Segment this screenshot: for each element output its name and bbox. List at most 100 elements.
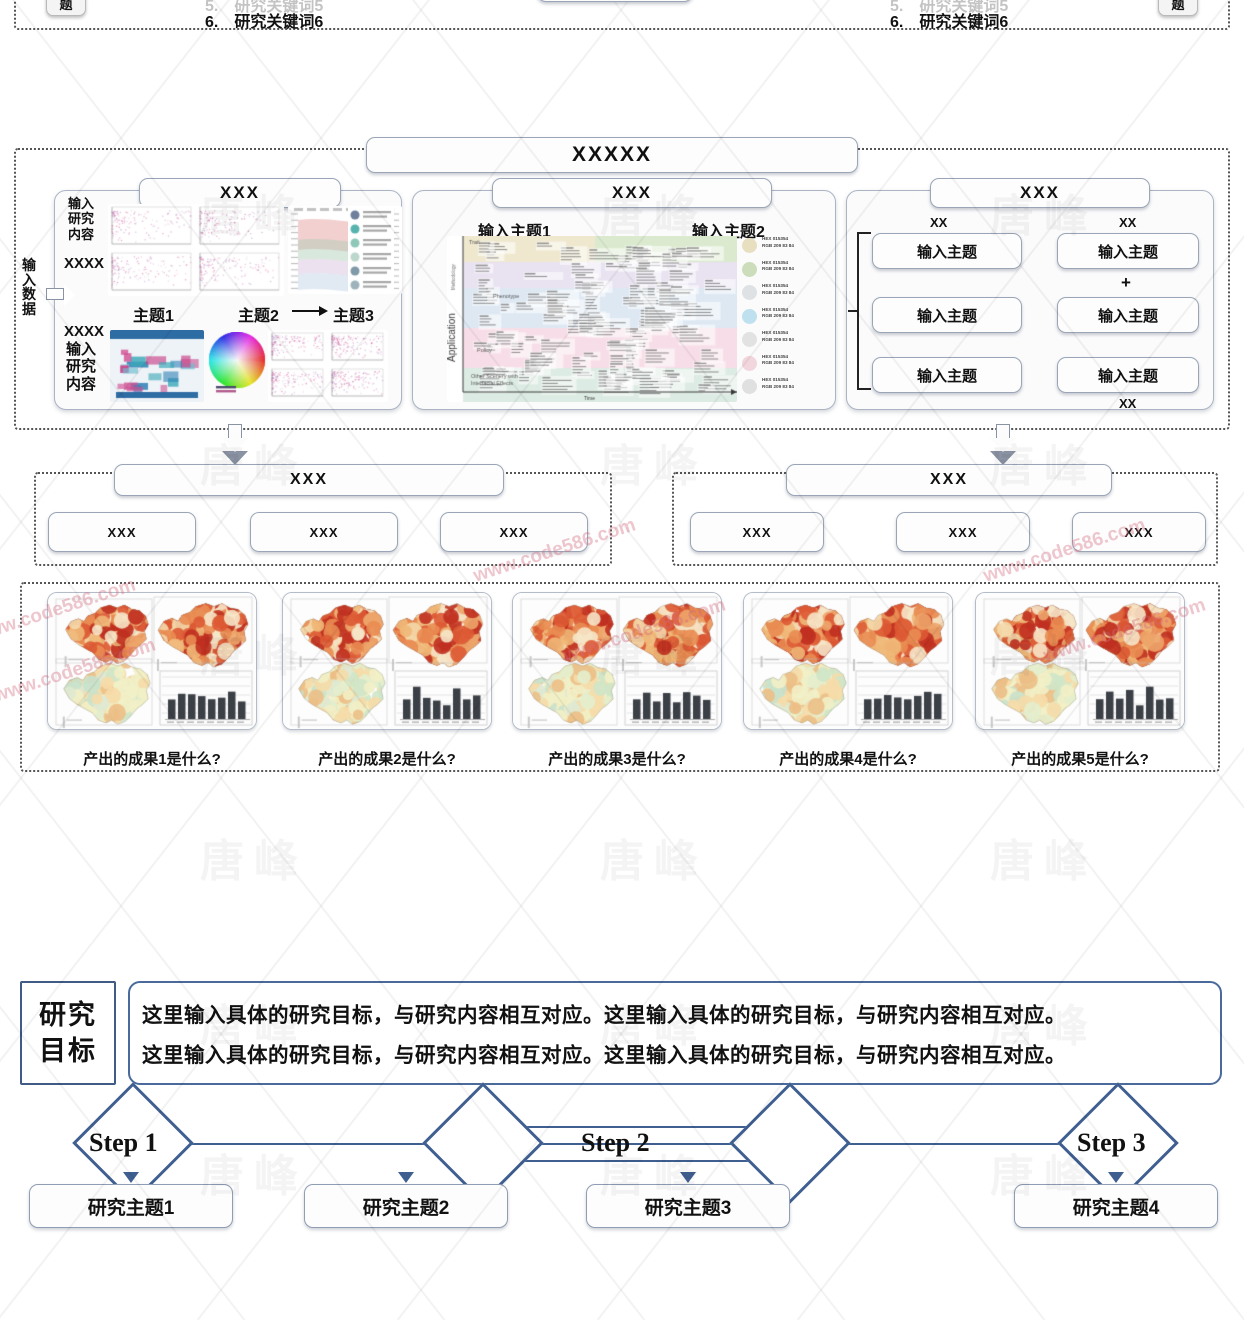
result-card-2[interactable] <box>282 592 492 730</box>
tier2-left-box-2[interactable]: XXX <box>250 512 398 552</box>
research-topic-box-3[interactable]: 研究主题3 <box>586 1184 790 1228</box>
result-caption-3: 产出的成果3是什么? <box>548 751 686 768</box>
watermark-text: 唐峰 <box>600 825 708 889</box>
left-col-text-top: 输入研究内容 <box>67 196 94 242</box>
right-input-topic-l3[interactable]: 输入主题 <box>872 357 1022 393</box>
main-title-box: XXXXX <box>366 137 858 173</box>
step-label-1: Step 1 <box>89 1128 158 1157</box>
left-topic-1: 主题1 <box>133 308 174 325</box>
arrow-down-icon-left <box>222 424 248 465</box>
left-col-text-mid: XXXX <box>64 255 105 272</box>
legend-color-swatch <box>742 355 757 371</box>
step-rail-1 <box>175 1143 505 1145</box>
scatter-thumbnail-group <box>108 204 284 296</box>
step-rail-3 <box>815 1143 1115 1145</box>
top-cut-strip: 题 题 5. 研究关键词5 6. 研究关键词6 5. 研究关键词5 6. 研究关… <box>0 0 1244 38</box>
result-card-1[interactable] <box>47 592 257 730</box>
scatter-thumbnail-group-2 <box>268 330 388 402</box>
watermark-text: 唐峰 <box>200 825 308 889</box>
research-topic-box-2[interactable]: 研究主题2 <box>304 1184 508 1228</box>
results-region <box>20 582 1220 772</box>
arrow-down-icon-topic-4 <box>1108 1172 1124 1183</box>
legend-row: HEX 015354 RGB 209 83 84 <box>742 377 834 400</box>
legend-thumbnail <box>348 206 394 294</box>
legend-row: HEX 015354 RGB 209 83 84 <box>742 260 834 283</box>
side-tab-left[interactable]: 题 <box>46 0 86 16</box>
top-dotted-border <box>14 0 1230 30</box>
keyword-item-left: 6. 研究关键词6 <box>205 14 324 31</box>
middle-panel-header: XXX <box>492 178 772 208</box>
tier2-right-box-3[interactable]: XXX <box>1072 512 1206 552</box>
tier2-left-box-1[interactable]: XXX <box>48 512 196 552</box>
right-input-topic-l1[interactable]: 输入主题 <box>872 233 1022 269</box>
research-goal-body: 这里输入具体的研究目标，与研究内容相互对应。这里输入具体的研究目标，与研究内容相… <box>128 981 1222 1085</box>
goal-line-2: 这里输入具体的研究目标，与研究内容相互对应。这里输入具体的研究目标，与研究内容相… <box>142 1044 1066 1067</box>
legend-color-code: HEX 015354 RGB 209 83 84 <box>762 283 794 295</box>
legend-color-code: HEX 015354 RGB 209 83 84 <box>762 306 794 319</box>
left-topic-3: 主题3 <box>333 308 374 325</box>
step-rail-2c <box>510 1160 810 1162</box>
result-card-5[interactable] <box>975 592 1185 730</box>
legend-row: HEX 015354 RGB 209 83 84 <box>742 236 834 259</box>
timeline-chart <box>447 236 737 402</box>
legend-color-swatch <box>742 285 757 300</box>
result-card-3[interactable] <box>512 592 722 730</box>
grouping-bracket-icon <box>857 232 871 390</box>
right-input-topic-l2[interactable]: 输入主题 <box>872 297 1022 333</box>
input-arrow-icon <box>46 284 75 306</box>
legend-color-swatch <box>742 308 757 324</box>
result-card-4[interactable] <box>743 592 953 730</box>
legend-row: HEX 015354 RGB 209 83 84 <box>742 283 834 306</box>
left-col-text-bottom: XXXX输入研究内容 <box>64 323 105 394</box>
plus-icon: + <box>1121 273 1131 292</box>
legend-row: HEX 015354 RGB 209 83 84 <box>742 330 834 353</box>
legend-color-code: HEX 015354 RGB 209 83 84 <box>762 377 794 389</box>
right-panel-header: XXX <box>930 178 1150 208</box>
left-topic-2: 主题2 <box>238 308 279 325</box>
legend-row: HEX 015354 RGB 209 83 84 <box>742 307 834 330</box>
right-input-topic-r1[interactable]: 输入主题 <box>1057 233 1199 269</box>
legend-color-code: HEX 015354 RGB 209 83 84 <box>762 353 794 366</box>
step-label-2: Step 2 <box>581 1128 650 1157</box>
result-caption-2: 产出的成果2是什么? <box>318 751 456 768</box>
research-topic-box-4[interactable]: 研究主题4 <box>1014 1184 1218 1228</box>
right-input-topic-r3[interactable]: 输入主题 <box>1057 357 1199 393</box>
side-tab-right[interactable]: 题 <box>1158 0 1198 16</box>
right-xx-bottom: XX <box>1119 396 1137 411</box>
goal-line-1: 这里输入具体的研究目标，与研究内容相互对应。这里输入具体的研究目标，与研究内容相… <box>142 1004 1066 1027</box>
legend-row: HEX 015354 RGB 209 83 84 <box>742 354 834 377</box>
tier2-left-header: XXX <box>114 464 504 496</box>
left-panel-header: XXX <box>139 178 341 208</box>
step-rail-2a <box>510 1126 810 1128</box>
tier2-right-box-1[interactable]: XXX <box>690 512 824 552</box>
tier2-left-box-3[interactable]: XXX <box>440 512 588 552</box>
research-topic-box-1[interactable]: 研究主题1 <box>29 1184 233 1228</box>
step-rail-2b <box>510 1143 810 1145</box>
arrow-down-icon-topic-3 <box>680 1172 696 1183</box>
legend-color-code: HEX 015354 RGB 209 83 84 <box>762 259 794 272</box>
ellipsis-box: ····· <box>537 0 693 2</box>
right-xx-right: XX <box>1119 215 1137 230</box>
arrow-down-icon-right <box>990 424 1016 465</box>
watermark-text: 唐峰 <box>990 825 1098 889</box>
keyword-item-right: 6. 研究关键词6 <box>890 14 1009 31</box>
right-input-topic-r2[interactable]: 输入主题 <box>1057 297 1199 333</box>
goal-label-line-2: 目标 <box>39 1036 97 1066</box>
arrow-down-icon-topic-2 <box>398 1172 414 1183</box>
legend-color-swatch <box>742 379 757 394</box>
legend-color-code: HEX 015354 RGB 209 83 84 <box>762 236 794 248</box>
step-label-3: Step 3 <box>1077 1128 1146 1157</box>
color-wheel-thumbnail <box>206 332 268 394</box>
right-xx-left: XX <box>930 215 948 230</box>
keyword-item-faded-right: 5. 研究关键词5 <box>890 0 1009 15</box>
timeline-legend: HEX 015354 RGB 209 83 84 HEX 015354 RGB 209… <box>742 236 834 402</box>
tier2-right-box-2[interactable]: XXX <box>896 512 1030 552</box>
legend-color-swatch <box>742 261 757 277</box>
arrow-right-icon <box>292 306 328 316</box>
goal-label-line-1: 研究 <box>39 999 97 1030</box>
legend-color-swatch <box>742 332 757 347</box>
tier2-right-header: XXX <box>786 464 1112 496</box>
legend-color-code: HEX 015354 RGB 209 83 84 <box>762 330 794 342</box>
input-data-label: 输入数据 <box>22 257 36 318</box>
result-caption-1: 产出的成果1是什么? <box>83 751 221 768</box>
